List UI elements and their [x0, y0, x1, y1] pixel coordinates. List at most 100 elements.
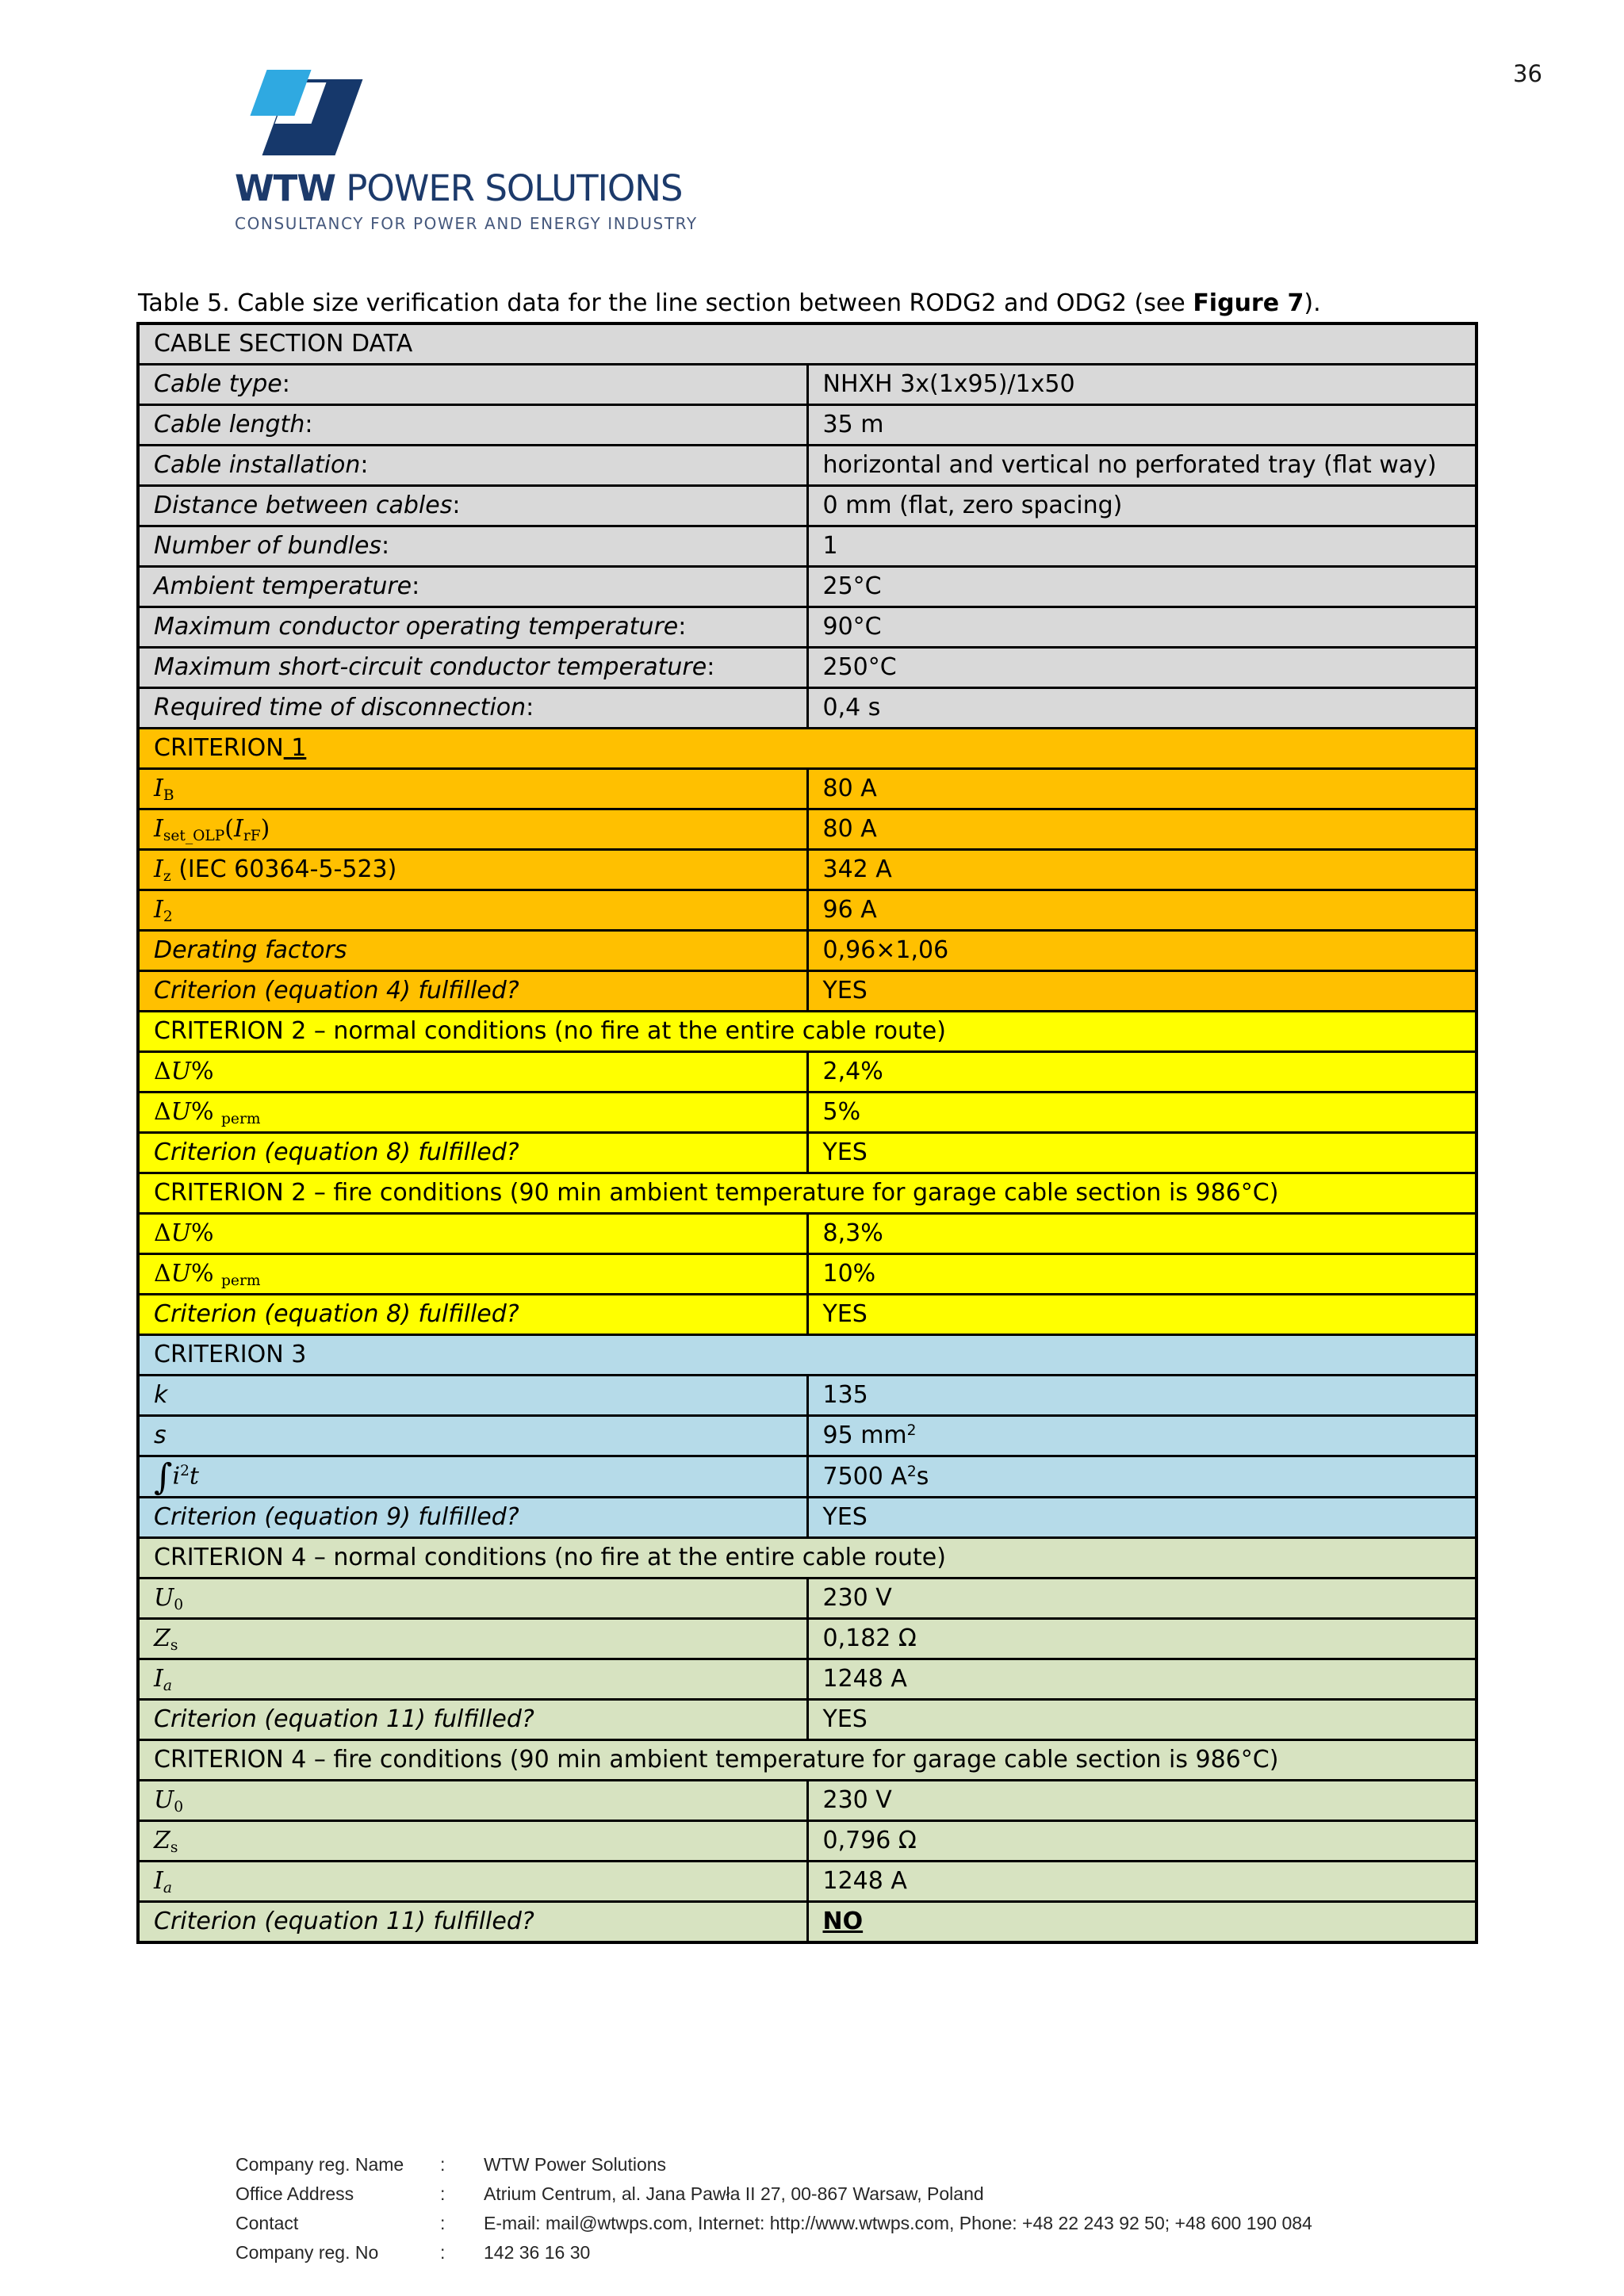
- cell-text-segment: Z: [154, 1826, 170, 1854]
- cell-text-segment: YES: [822, 1503, 868, 1532]
- table-row: Distance between cables: 0 mm (flat, zero…: [136, 484, 1478, 527]
- cell-text-segment: 25°C: [822, 572, 882, 601]
- section-header-row: CRITERION 4 – normal conditions (no fire…: [136, 1536, 1478, 1579]
- cell-text-segment: Required time of disconnection: [154, 694, 527, 722]
- value-cell: 0,796 Ω: [806, 1820, 1478, 1862]
- cell-text-segment: 80 A: [822, 775, 877, 803]
- table-row: Criterion (equation 9) fulfilled? YES: [136, 1496, 1478, 1539]
- cell-text-segment: I: [154, 774, 163, 802]
- cell-text-segment: Criterion (equation 11) fulfilled?: [154, 1908, 534, 1936]
- value-cell: 10%: [806, 1253, 1478, 1295]
- cell-text-segment: YES: [822, 977, 868, 1005]
- label-cell: Criterion (equation 8) fulfilled?: [136, 1131, 809, 1174]
- table-row: Ambient temperature: 25°C: [136, 565, 1478, 608]
- footer-separator: :: [440, 2213, 446, 2233]
- label-cell: Cable length:: [136, 404, 809, 446]
- main-content: Table 5. Cable size verification data fo…: [136, 289, 1478, 1944]
- cell-text-segment: Δ: [154, 1259, 171, 1288]
- value-cell: 0,96×1,06: [806, 929, 1478, 972]
- cell-text-segment: s: [170, 1839, 178, 1856]
- cell-text-segment: Δ: [154, 1219, 171, 1248]
- value-cell: 342 A: [806, 848, 1478, 891]
- cell-text-segment: 342 A: [822, 855, 892, 884]
- footer-row: Office Address: Atrium Centrum, al. Jana …: [236, 2179, 1312, 2209]
- cell-text-segment: Δ: [154, 1058, 171, 1086]
- cell-text-segment: :: [282, 370, 290, 399]
- table-row: ∫i2t 7500 A2s: [136, 1455, 1478, 1498]
- footer-value: 142 36 16 30: [484, 2242, 591, 2263]
- label-cell: Iz (IEC 60364-5-523): [136, 848, 809, 891]
- label-cell: Ambient temperature:: [136, 565, 809, 608]
- section-header-row: CRITERION 4 – fire conditions (90 min am…: [136, 1739, 1478, 1781]
- cell-text-segment: NHXH 3x(1x95)/1x50: [822, 370, 1075, 399]
- value-cell: YES: [806, 1131, 1478, 1174]
- cell-text-segment: CRITERION 3: [154, 1341, 307, 1369]
- cell-text-segment: Criterion (equation 8) fulfilled?: [154, 1300, 519, 1329]
- table-row: Criterion (equation 11) fulfilled? NO: [136, 1900, 1478, 1944]
- cell-text-segment: a: [163, 1879, 172, 1896]
- page-number: 36: [1513, 60, 1542, 87]
- cell-text-segment: perm: [221, 1272, 261, 1289]
- section-header-cell: CRITERION 2 – normal conditions (no fire…: [136, 1010, 1478, 1053]
- cell-text-segment: U: [170, 1097, 191, 1126]
- table-row: Zs 0,796 Ω: [136, 1820, 1478, 1862]
- logo-wordmark-rest: POWER SOLUTIONS: [335, 167, 683, 209]
- section-header-row: CABLE SECTION DATA: [136, 322, 1478, 365]
- table-row: Ia 1248 A: [136, 1658, 1478, 1701]
- section-header-row: CRITERION 2 – fire conditions (90 min am…: [136, 1172, 1478, 1215]
- cell-text-segment: Criterion (equation 4) fulfilled?: [154, 977, 519, 1005]
- cell-text-segment: 0: [174, 1798, 184, 1816]
- table-row: Iz (IEC 60364-5-523) 342 A: [136, 848, 1478, 891]
- value-cell: 25°C: [806, 565, 1478, 608]
- label-cell: Required time of disconnection:: [136, 687, 809, 729]
- cell-text-segment: I: [234, 814, 243, 843]
- label-cell: Ia: [136, 1658, 809, 1701]
- cell-text-segment: :: [707, 653, 715, 682]
- value-cell: YES: [806, 1496, 1478, 1539]
- company-logo: WTW POWER SOLUTIONS CONSULTANCY FOR POWE…: [235, 70, 698, 233]
- cell-text-segment: (: [224, 814, 234, 843]
- table-row: Number of bundles: 1: [136, 525, 1478, 568]
- label-cell: Maximum short-circuit conductor temperat…: [136, 646, 809, 689]
- cell-text-segment: YES: [822, 1705, 868, 1734]
- footer-value: Atrium Centrum, al. Jana Pawła II 27, 00…: [484, 2183, 984, 2204]
- value-cell: YES: [806, 1698, 1478, 1741]
- cell-text-segment: :: [304, 411, 313, 439]
- label-cell: Derating factors: [136, 929, 809, 972]
- label-cell: Criterion (equation 4) fulfilled?: [136, 970, 809, 1012]
- value-cell: 1248 A: [806, 1860, 1478, 1903]
- value-cell: YES: [806, 1293, 1478, 1336]
- section-header-cell: CABLE SECTION DATA: [136, 322, 1478, 365]
- cell-text-segment: NO: [822, 1908, 864, 1936]
- cell-text-segment: CRITERION: [154, 734, 284, 763]
- cell-text-segment: horizontal and vertical no perforated tr…: [822, 451, 1437, 480]
- table-row: I2 96 A: [136, 889, 1478, 932]
- table-caption-suffix: ).: [1304, 289, 1321, 317]
- cell-text-segment: perm: [221, 1110, 261, 1127]
- cell-text-segment: %: [190, 1097, 214, 1126]
- cell-text-segment: CABLE SECTION DATA: [154, 330, 413, 358]
- footer-label: Company reg. No: [236, 2242, 379, 2263]
- cell-text-segment: 0: [174, 1596, 184, 1613]
- cable-verification-table: CABLE SECTION DATA Cable type: NHXH 3x(1x9…: [136, 322, 1478, 1944]
- footer-rows: Company reg. Name: WTW Power Solutions Off…: [236, 2150, 1312, 2267]
- label-cell: U0: [136, 1577, 809, 1620]
- cell-text-segment: 2: [163, 908, 173, 925]
- cell-text-segment: s: [916, 1462, 929, 1490]
- cell-text-segment: 2: [180, 1463, 190, 1480]
- cell-text-segment: I: [154, 895, 163, 924]
- label-cell: k: [136, 1374, 809, 1417]
- section-header-cell: CRITERION 1: [136, 727, 1478, 770]
- label-cell: Cable installation:: [136, 444, 809, 487]
- cell-text-segment: 135: [822, 1381, 868, 1410]
- cell-text-segment: U: [170, 1219, 191, 1248]
- value-cell: 0,182 Ω: [806, 1617, 1478, 1660]
- cell-text-segment: (IEC 60364-5-523): [170, 855, 397, 883]
- section-header-row: CRITERION 2 – normal conditions (no fire…: [136, 1010, 1478, 1053]
- footer-row: Contact: E-mail: mail@wtwps.com, Internet…: [236, 2209, 1312, 2238]
- cell-text-segment: I: [154, 1664, 163, 1693]
- cell-text-segment: :: [412, 572, 420, 601]
- label-cell: Iset_OLP(IrF): [136, 808, 809, 851]
- value-cell: 96 A: [806, 889, 1478, 932]
- cell-text-segment: CRITERION 2 – normal conditions (no fire…: [154, 1017, 946, 1046]
